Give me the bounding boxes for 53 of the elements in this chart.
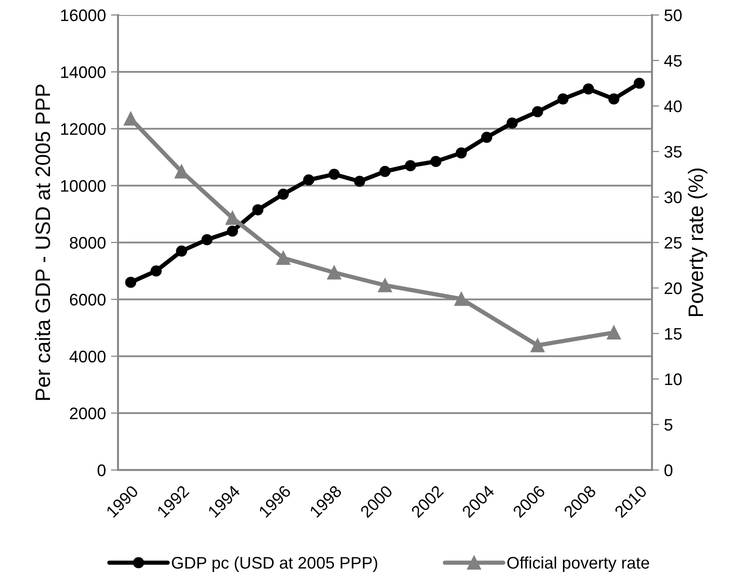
- y-tick-label: 14000: [61, 66, 106, 78]
- point: [354, 176, 366, 187]
- y2-tick-label: 25: [664, 236, 682, 249]
- point: [278, 188, 289, 200]
- point: [303, 174, 314, 186]
- legend-label: Official poverty rate: [507, 556, 650, 572]
- y-tick-label: 6000: [70, 294, 106, 306]
- y-tick-label: 0: [98, 464, 106, 476]
- y2-tick-label: 35: [664, 146, 682, 158]
- point: [125, 276, 136, 288]
- point: [456, 147, 467, 158]
- y2-axis-title: Poverty rate (%): [688, 168, 708, 316]
- y-tick-label: 12000: [61, 123, 106, 135]
- y-tick-label: 16000: [61, 9, 106, 22]
- point: [201, 234, 213, 246]
- y2-tick-label: 5: [664, 419, 672, 431]
- point: [454, 292, 468, 306]
- y2-tick-label: 30: [664, 191, 682, 204]
- point: [606, 326, 621, 340]
- point: [506, 118, 518, 129]
- y-tick-label: 2000: [70, 408, 106, 420]
- y2-tick-label: 45: [664, 55, 682, 67]
- point: [634, 78, 645, 89]
- point: [276, 251, 290, 265]
- y2-tick-label: 40: [664, 100, 682, 112]
- point: [582, 83, 594, 94]
- point: [150, 265, 162, 276]
- point: [327, 266, 342, 280]
- point: [378, 278, 392, 292]
- point: [608, 93, 620, 104]
- point: [226, 226, 238, 237]
- point: [176, 245, 188, 257]
- point: [557, 93, 569, 104]
- point: [124, 112, 138, 126]
- point: [328, 168, 340, 180]
- point: [252, 204, 264, 216]
- y-tick-label: 10000: [61, 180, 106, 192]
- point: [430, 156, 442, 168]
- point: [532, 106, 544, 118]
- point: [404, 160, 416, 172]
- y2-tick-label: 50: [664, 9, 682, 22]
- point: [225, 210, 240, 225]
- y-tick-label: 4000: [70, 350, 106, 362]
- point: [481, 132, 492, 143]
- point: [530, 338, 545, 352]
- y2-tick-label: 0: [664, 464, 672, 476]
- legend-label: GDP pc (USD at 2005 PPP): [172, 556, 378, 572]
- y-tick-label: 8000: [70, 236, 106, 249]
- y-axis-title: Per caita GDP - USD at 2005 PPP: [34, 84, 50, 400]
- y2-tick-label: 10: [665, 373, 682, 386]
- y2-tick-label: 20: [664, 282, 682, 294]
- point: [379, 166, 391, 177]
- y2-tick-label: 15: [665, 328, 682, 340]
